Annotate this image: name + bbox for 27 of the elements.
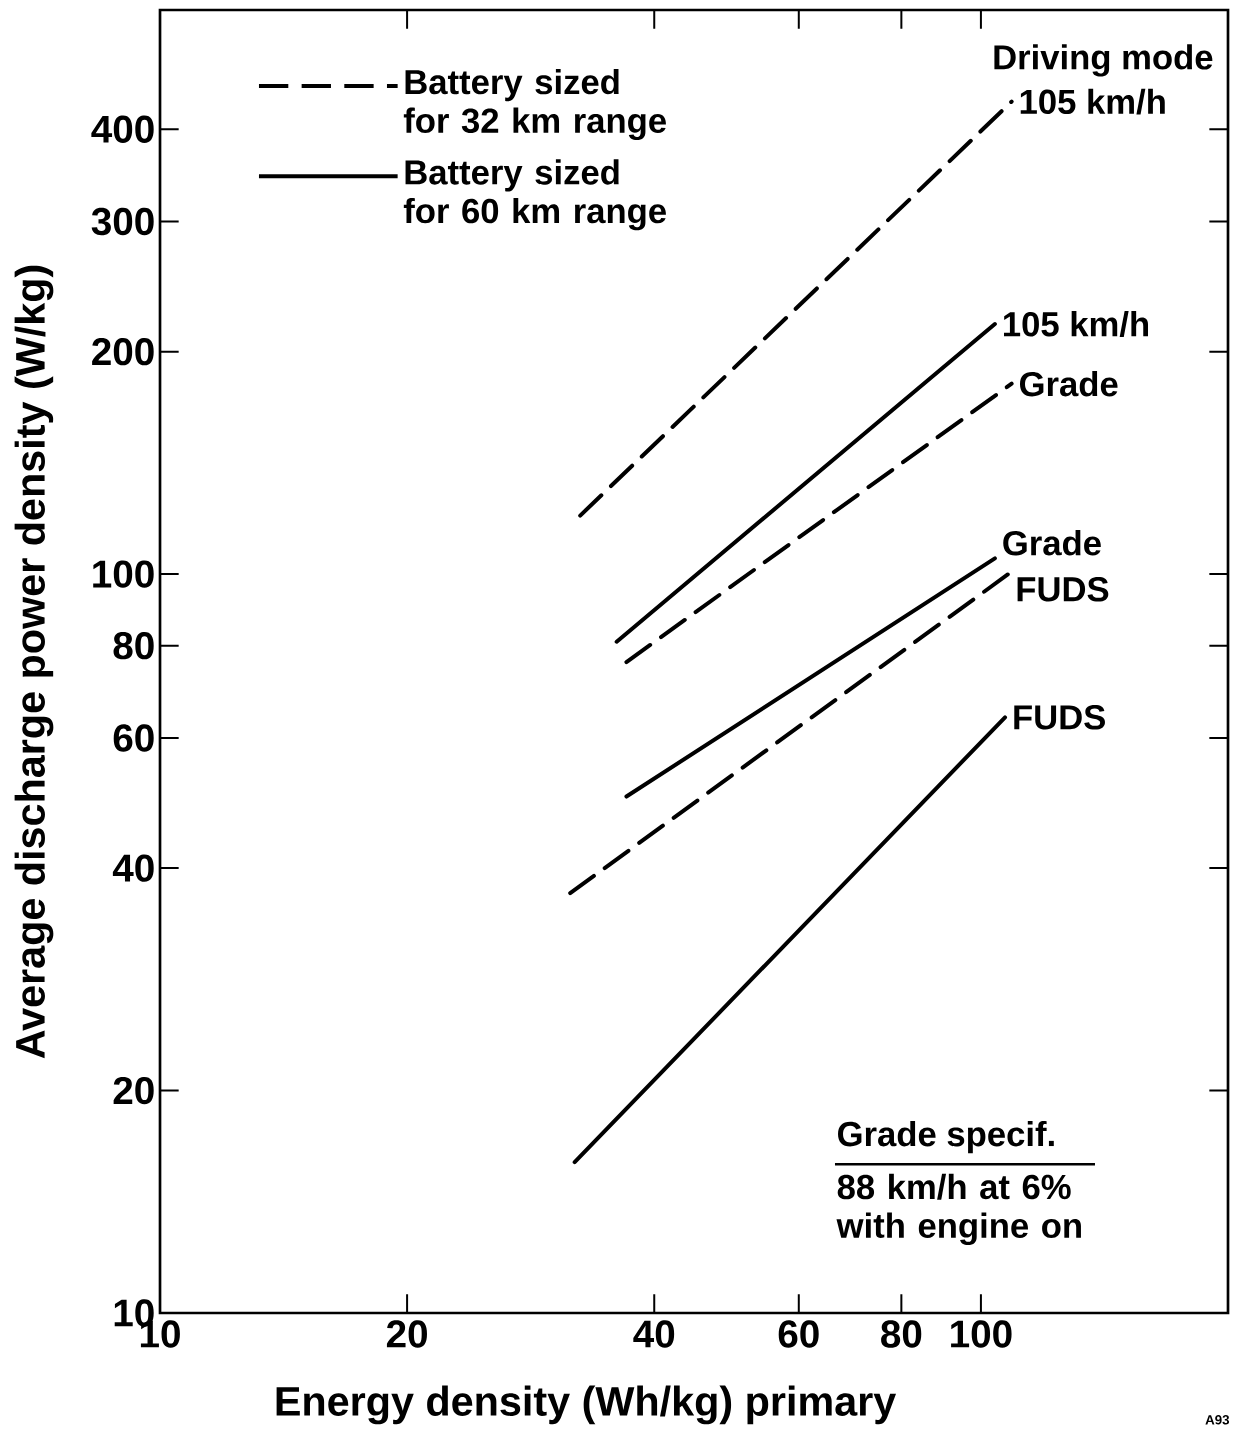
annotation: FUDS — [1014, 705, 1105, 730]
y-tick-label: 200 — [92, 337, 154, 366]
y-tick-label: 20 — [113, 1076, 154, 1105]
y-tick-label: 80 — [113, 632, 154, 660]
legend-label: Battery sized for 32 km range — [403, 68, 666, 141]
x-tick-label: 40 — [633, 1320, 675, 1348]
y-tick-label: 60 — [113, 724, 154, 752]
x-tick-label: 80 — [881, 1320, 922, 1348]
y-axis-title: Average discharge power density (W/kg) — [14, 265, 54, 1059]
annotation: Grade — [1019, 370, 1118, 397]
annotation: 105 km/h — [1020, 88, 1165, 115]
y-tick-label: 40 — [112, 854, 154, 882]
annotation: 105 km/h — [1004, 311, 1149, 337]
legend-label: Battery sized for 60 km range — [403, 159, 666, 231]
y-tick-label: 100 — [93, 560, 154, 588]
x-axis-title: Energy density (Wh/kg) primary — [276, 1385, 897, 1425]
text: A93 — [1205, 1415, 1230, 1425]
x-tick-label: 100 — [951, 1320, 1012, 1348]
annotation: 88 km/h at 6% with engine on — [836, 1173, 1081, 1245]
x-tick-label: 20 — [386, 1320, 427, 1348]
y-tick-label: 400 — [91, 115, 154, 143]
y-tick-label: 300 — [91, 207, 154, 236]
x-tick-label: 60 — [778, 1320, 819, 1348]
annotation: Grade specif. — [838, 1120, 1054, 1154]
annotation: Grade — [1003, 530, 1101, 556]
annotation: FUDS — [1017, 577, 1109, 602]
annotation: Driving mode — [994, 44, 1213, 77]
